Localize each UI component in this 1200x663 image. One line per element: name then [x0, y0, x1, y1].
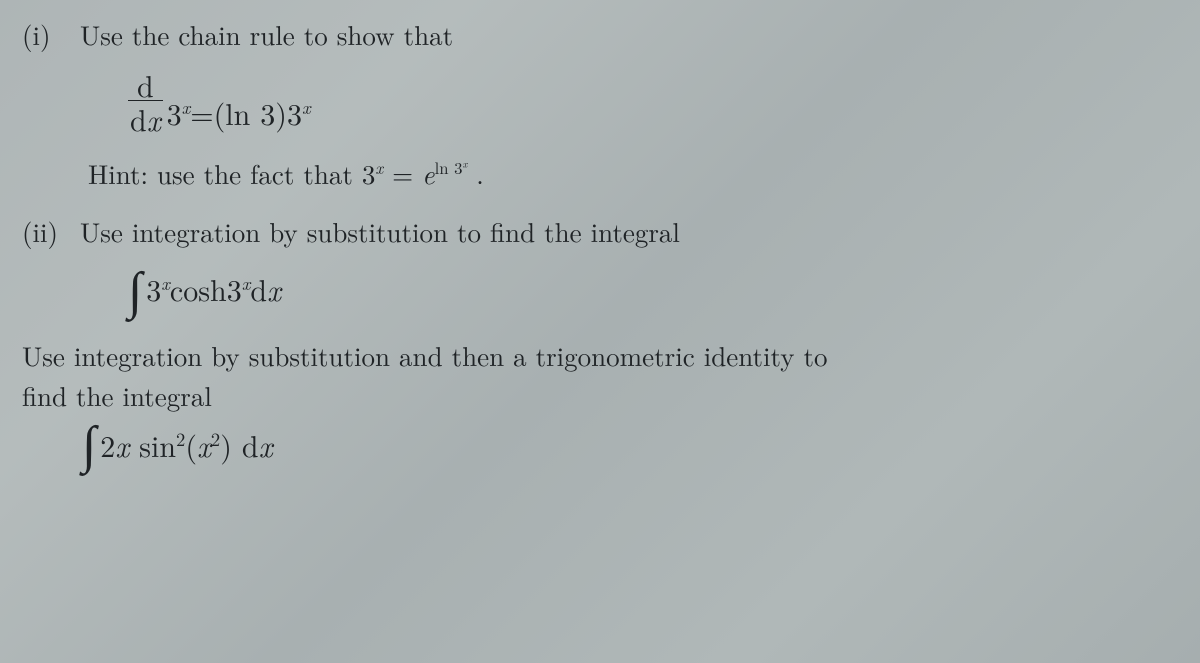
frac-den-d: d	[130, 97, 147, 140]
lhs-3x: 3x	[167, 90, 191, 135]
equals-sign: =	[190, 90, 213, 135]
hint-sup-ln3: ln 3	[435, 155, 463, 179]
rhs-exp: x	[302, 94, 311, 120]
int3-argpow: 2	[211, 426, 220, 452]
int-dx-d: d	[250, 267, 267, 310]
hint-prefix: Hint: use the fact that	[88, 154, 362, 192]
rhs-3x: 3x	[287, 90, 311, 135]
int3-sinpow: 2	[176, 426, 185, 452]
int3-sin: sin	[129, 423, 176, 466]
int-dx-x: x	[267, 267, 281, 310]
hint-equals: =	[392, 154, 422, 192]
lhs-exp: x	[182, 94, 191, 120]
part-ii-integral: ∫ 3x cosh 3x dx	[22, 266, 1180, 311]
hint-period: .	[476, 154, 484, 192]
hint-sup-x: x	[462, 156, 467, 171]
part-i-text: Use the chain rule to show that	[80, 14, 1180, 55]
frac-den: dx	[128, 100, 163, 135]
int3-coef: 2	[100, 423, 115, 466]
int-exp2: x	[242, 270, 251, 296]
part-iii-line1: Use integration by substitution and then…	[22, 335, 1180, 376]
part-i-equation: d dx 3x = (ln 3) 3x	[22, 69, 1180, 135]
part-i-hint: Hint: use the fact that 3x = eln 3x .	[22, 153, 1180, 194]
part-iii-line2: find the integral	[22, 375, 1180, 416]
int3-argx: x	[197, 423, 211, 466]
int-cosh: cosh	[170, 266, 227, 311]
fraction-ddx: d dx	[128, 69, 163, 135]
part-i-tag: (i)	[22, 14, 80, 55]
part-iii-integral: ∫ 2x sin2(x2) dx	[22, 422, 1180, 467]
int3-close: )	[220, 423, 232, 466]
integral-sign-icon: ∫	[128, 267, 142, 309]
frac-num: d	[135, 69, 156, 101]
integral-sign-icon: ∫	[82, 421, 96, 463]
part-ii-tag: (ii)	[22, 211, 80, 252]
int-3x-2: 3x	[227, 266, 251, 311]
int3-x1: x	[115, 423, 129, 466]
int-3x-1: 3x	[146, 266, 170, 311]
hint-e: e	[422, 154, 434, 192]
hint-lhs: 3x	[362, 154, 392, 192]
rhs-ln3: (ln 3)	[214, 90, 287, 135]
int3-body: 2x sin2(x2) dx	[100, 422, 272, 467]
int-exp1: x	[161, 270, 170, 296]
int3-open: (	[185, 423, 197, 466]
frac-den-x: x	[147, 97, 161, 140]
part-ii-row: (ii) Use integration by substitution to …	[22, 211, 1180, 252]
lhs-base: 3	[167, 91, 182, 134]
hint-lhs-base: 3	[362, 154, 376, 192]
part-iii-text: Use integration by substitution and then…	[22, 335, 1180, 416]
int-base1: 3	[146, 267, 161, 310]
hint-e-sup: ln 3x	[435, 155, 468, 179]
part-ii-text: Use integration by substitution to find …	[80, 211, 1180, 252]
int-dx: dx	[250, 266, 281, 311]
int3-dx-x: x	[259, 423, 273, 466]
rhs-base: 3	[287, 91, 302, 134]
part-i-row: (i) Use the chain rule to show that	[22, 14, 1180, 55]
int-base2: 3	[227, 267, 242, 310]
exercise-page: (i) Use the chain rule to show that d dx…	[0, 0, 1200, 499]
hint-lhs-exp: x	[375, 155, 383, 179]
int3-dx-d: d	[232, 423, 259, 466]
